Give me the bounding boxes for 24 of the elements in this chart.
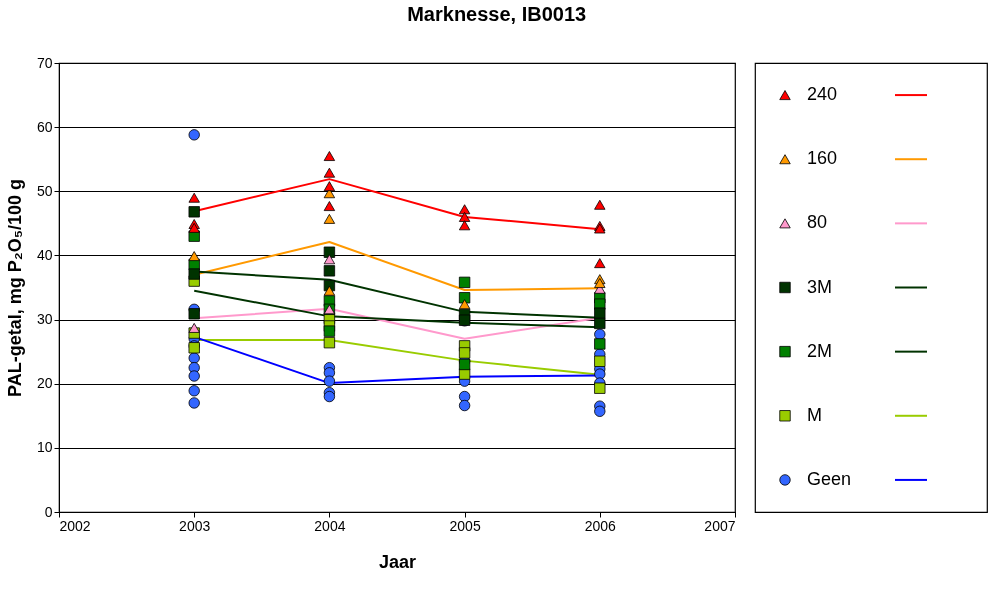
x-tick-label: 2007 bbox=[704, 517, 736, 534]
y-tick-label: 60 bbox=[36, 118, 53, 135]
x-tick-label: 2002 bbox=[59, 517, 91, 534]
x-tick-label: 2004 bbox=[314, 517, 346, 534]
y-tick-label: 20 bbox=[36, 375, 53, 392]
legend-label: 240 bbox=[807, 84, 838, 105]
y-tick-label: 30 bbox=[36, 311, 53, 328]
y-tick-label: 40 bbox=[36, 246, 53, 263]
x-axis-title: Jaar bbox=[378, 551, 417, 572]
y-axis-title: PAL-getal, mg P₂O₅/100 g bbox=[4, 179, 25, 397]
legend-label: 2M bbox=[807, 340, 833, 361]
x-tick-label: 2006 bbox=[584, 517, 617, 534]
legend-label: 3M bbox=[807, 276, 833, 297]
x-tick-label: 2005 bbox=[449, 517, 481, 534]
y-tick-label: 70 bbox=[36, 54, 53, 71]
legend-label: Geen bbox=[807, 468, 852, 489]
y-tick-label: 0 bbox=[44, 503, 53, 520]
legend-label: 160 bbox=[807, 148, 838, 169]
y-tick-label: 50 bbox=[36, 182, 53, 199]
legend-label: M bbox=[807, 404, 822, 425]
x-tick-label: 2003 bbox=[179, 517, 211, 534]
y-tick-label: 10 bbox=[36, 439, 53, 456]
legend-label: 80 bbox=[807, 212, 828, 233]
chart-title: Marknesse, IB0013 bbox=[407, 3, 587, 26]
